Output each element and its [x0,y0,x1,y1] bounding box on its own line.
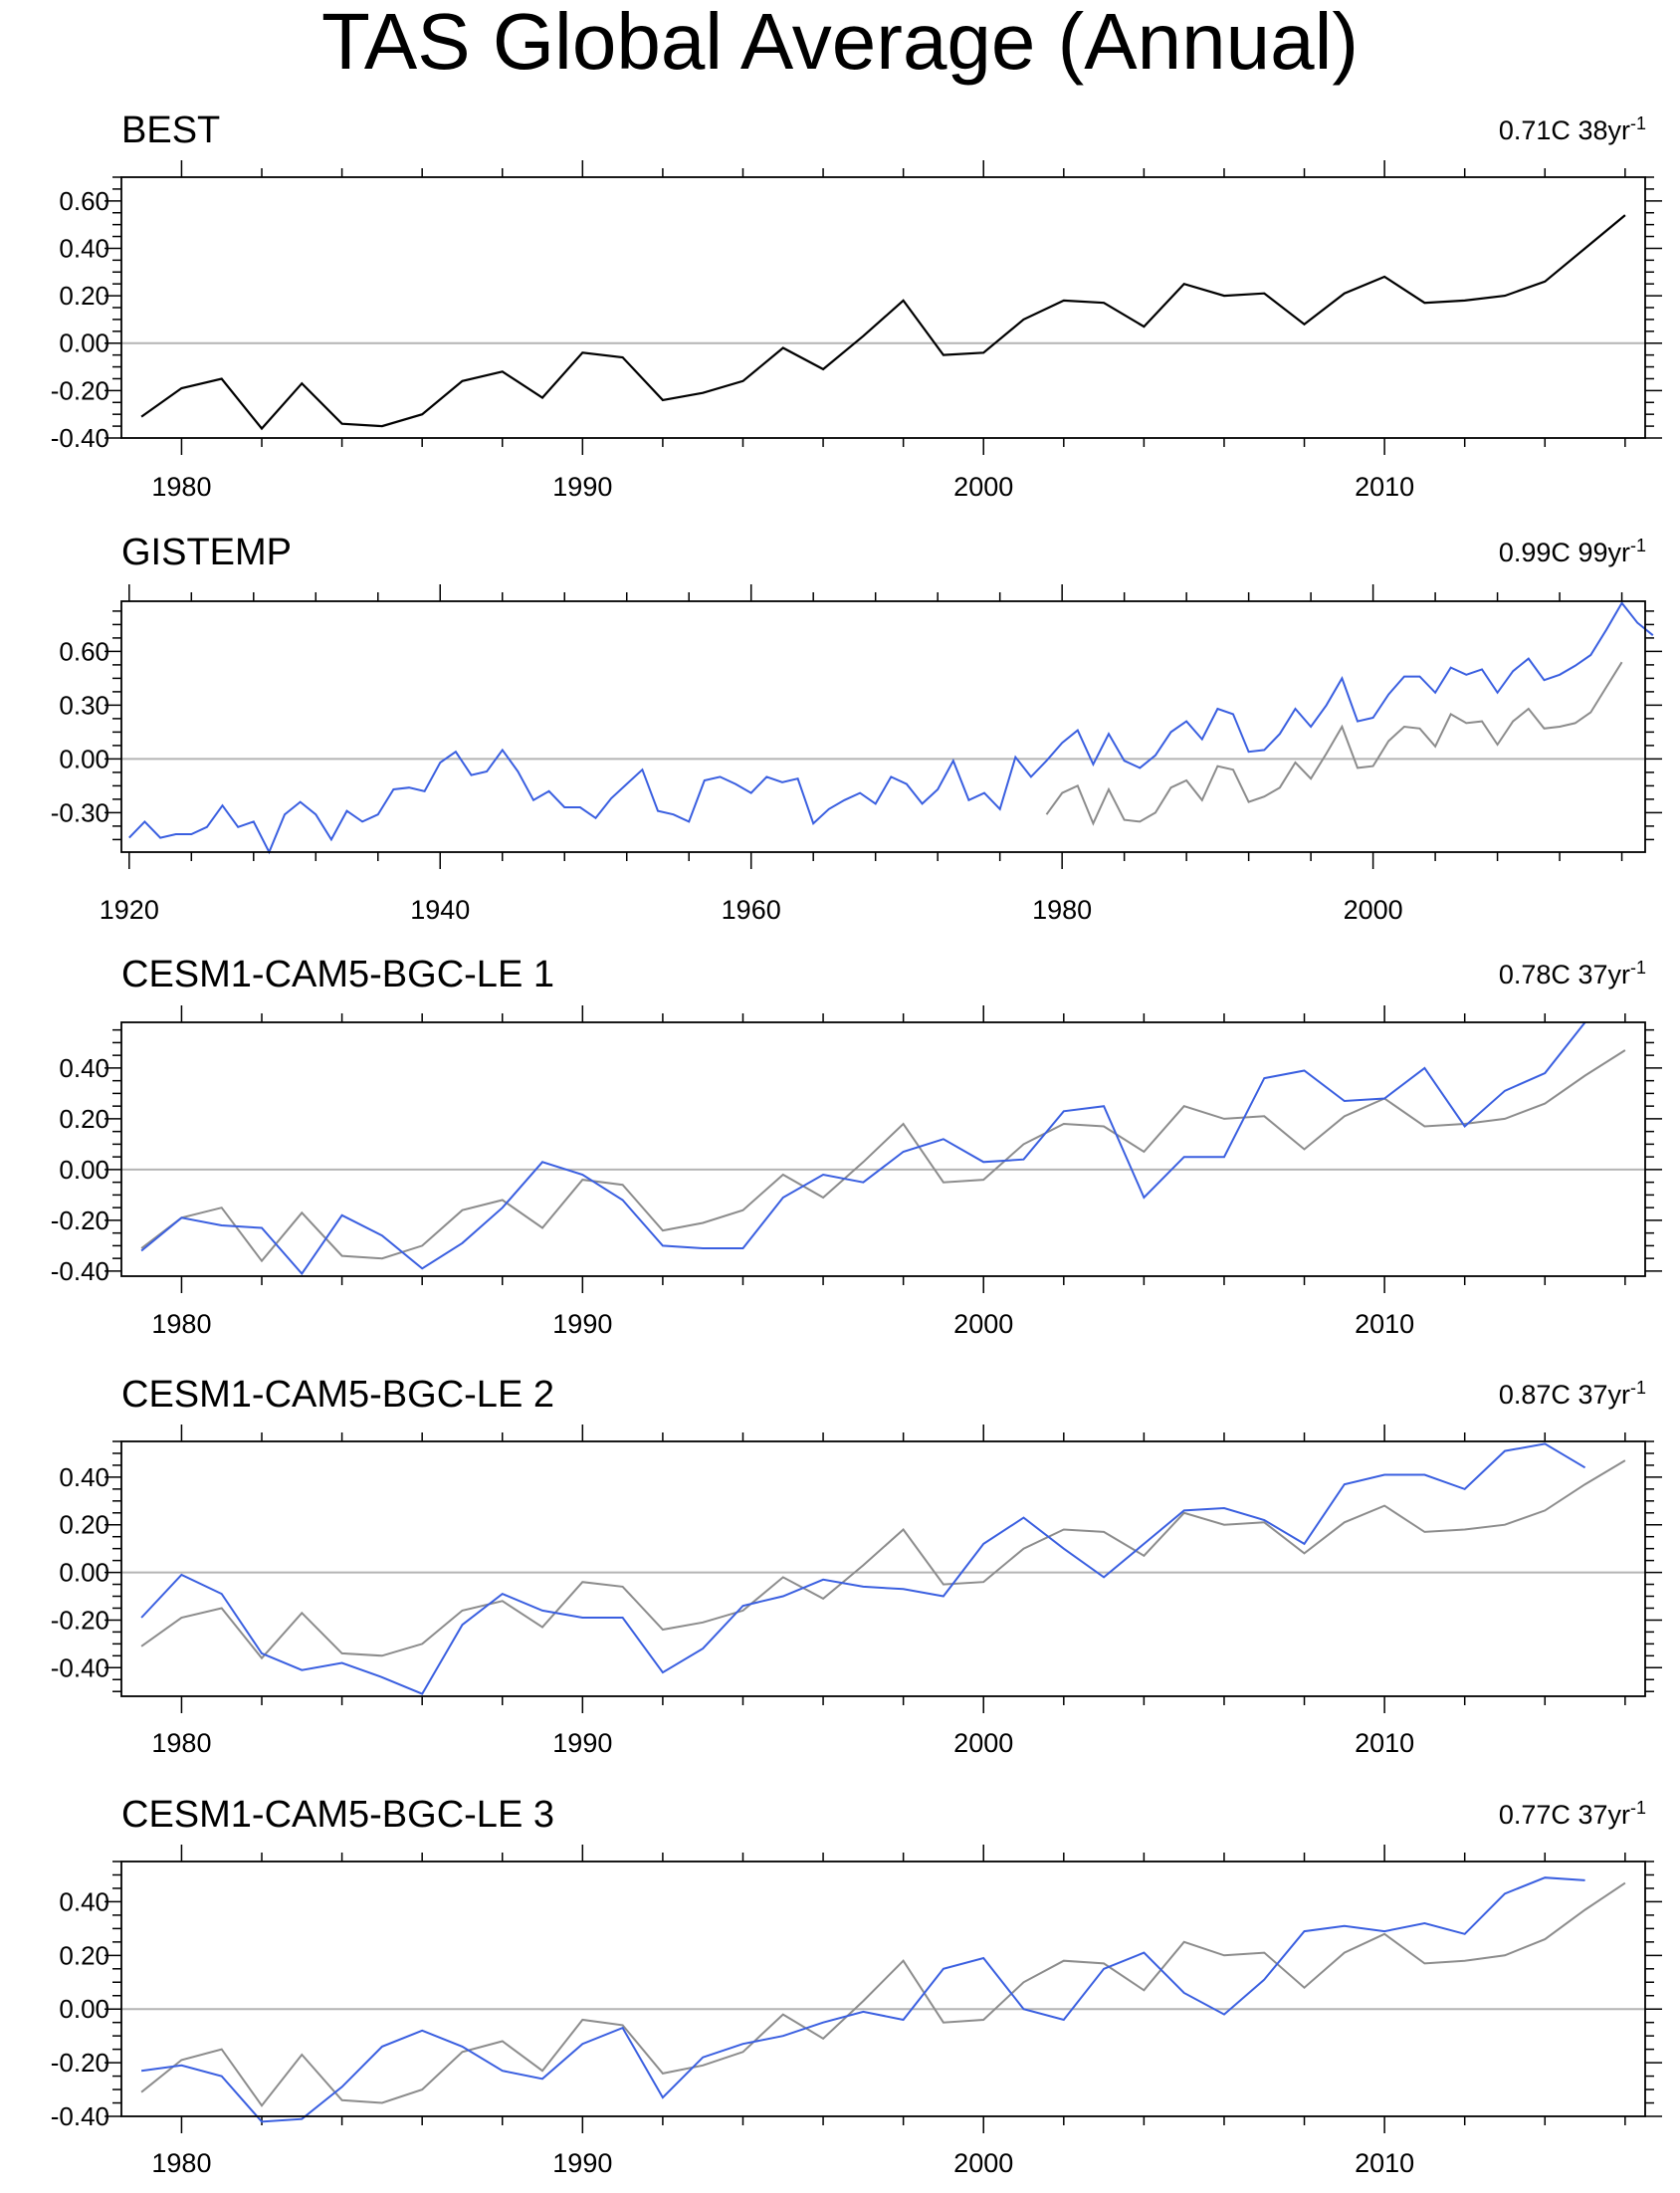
y-tick-label: -0.20 [51,375,109,405]
plot-frame [120,1021,1646,1277]
trend-period: 37yr [1577,1380,1630,1410]
plot-frame [120,600,1646,853]
series-line-reference [140,1459,1626,1660]
x-tick-label: 2010 [1355,472,1414,502]
y-tick-label: -0.40 [51,1652,109,1682]
x-tick-label: 1940 [410,895,470,925]
trend-value: 0.78C [1498,960,1571,989]
y-tick-label: 0.60 [59,186,109,216]
y-tick-label: 0.20 [59,1510,109,1540]
x-tick-label: 1980 [151,472,211,502]
x-tick-label: 1980 [151,1728,211,1758]
x-tick-label: 1980 [1032,895,1092,925]
y-tick-label: -0.40 [51,2101,109,2131]
series-line-observed [140,214,1626,431]
x-tick-label: 1990 [552,1309,612,1339]
series-line-reference [140,1881,1626,2107]
trend-label: 0.99C 99yr-1 [1498,537,1646,567]
plot-frame [120,1861,1646,2117]
trend-period: 37yr [1577,960,1630,989]
x-tick-label: 2010 [1355,1309,1414,1339]
x-tick-label: 2000 [953,1728,1013,1758]
panel-title: GISTEMP [121,532,293,573]
x-tick-label: 1990 [552,2148,612,2178]
trend-value: 0.99C [1498,538,1571,567]
chart-panel-5: 1980 1990 2000 2010 -0.40 -0.20 0.00 0.20 0.40 [51,1845,1662,2178]
plot-frame [120,1440,1646,1697]
x-tick-label: 2000 [953,1309,1013,1339]
trend-label: 0.71C 38yr-1 [1498,114,1646,145]
trend-exponent: -1 [1629,1378,1646,1398]
y-tick-label: 0.00 [59,744,109,773]
trend-exponent: -1 [1629,113,1646,133]
panel-title: BEST [121,110,221,151]
x-tick-label: 1980 [151,2148,211,2178]
series-line-model [128,601,1654,855]
trend-period: 99yr [1577,538,1630,567]
series-line-model [140,1876,1585,2123]
x-tick-label: 2000 [1344,895,1403,925]
chart-panel-3: 1980 1990 2000 2010 -0.40 -0.20 0.00 0.20 0.40 [51,1005,1662,1339]
x-tick-label: 2010 [1355,1728,1414,1758]
y-tick-label: 0.40 [59,1053,109,1083]
x-tick-label: 2010 [1355,2148,1414,2178]
trend-period: 38yr [1577,115,1630,145]
series-line-reference [140,1049,1626,1263]
chart-panel-2: 1920 1940 1960 1980 2000 -0.30 0.00 0.30 0.60 [51,584,1662,925]
trend-exponent: -1 [1629,1798,1646,1818]
panel-title: CESM1-CAM5-BGC-LE 2 [121,1374,554,1416]
panel-title: CESM1-CAM5-BGC-LE 1 [121,954,554,995]
trend-value: 0.87C [1498,1380,1571,1410]
x-tick-label: 1990 [552,1728,612,1758]
chart-panel-1: 1980 1990 2000 2010 -0.40 -0.20 0.00 0.20 0.40 0.… [51,160,1662,502]
trend-exponent: -1 [1629,536,1646,555]
series-line-model [140,1021,1586,1276]
trend-value: 0.77C [1498,1800,1571,1830]
trend-label: 0.78C 37yr-1 [1498,959,1646,989]
series-line-reference [1045,661,1623,826]
x-tick-label: 2000 [953,2148,1013,2178]
chart-panel-4: 1980 1990 2000 2010 -0.40 -0.20 0.00 0.20 0.40 [51,1425,1662,1758]
y-tick-label: -0.20 [51,1605,109,1635]
y-tick-label: 0.40 [59,1886,109,1916]
trend-label: 0.87C 37yr-1 [1498,1379,1646,1410]
x-tick-label: 2000 [953,472,1013,502]
x-tick-label: 1960 [722,895,781,925]
x-tick-label: 1990 [552,472,612,502]
y-tick-label: -0.20 [51,2048,109,2078]
y-tick-label: 0.40 [59,1462,109,1492]
y-tick-label: 0.40 [59,233,109,263]
y-tick-label: -0.40 [51,423,109,453]
figure-title: TAS Global Average (Annual) [320,0,1360,86]
trend-period: 37yr [1577,1800,1630,1830]
y-tick-label: -0.30 [51,797,109,827]
y-tick-label: 0.00 [59,1994,109,2024]
x-tick-label: 1920 [100,895,159,925]
y-tick-label: 0.00 [59,329,109,358]
trend-label: 0.77C 37yr-1 [1498,1799,1646,1830]
y-tick-label: -0.20 [51,1206,109,1235]
y-tick-label: 0.20 [59,1940,109,1970]
panel-title: CESM1-CAM5-BGC-LE 3 [121,1794,554,1836]
y-tick-label: 0.30 [59,690,109,720]
trend-value: 0.71C [1498,115,1571,145]
x-tick-label: 1980 [151,1309,211,1339]
y-tick-label: 0.60 [59,636,109,666]
plot-frame [120,176,1646,439]
trend-exponent: -1 [1629,958,1646,978]
series-line-model [140,1442,1586,1695]
y-tick-label: -0.40 [51,1256,109,1286]
y-tick-label: 0.00 [59,1155,109,1185]
y-tick-label: 0.20 [59,281,109,311]
y-tick-label: 0.00 [59,1558,109,1588]
y-tick-label: 0.20 [59,1104,109,1134]
